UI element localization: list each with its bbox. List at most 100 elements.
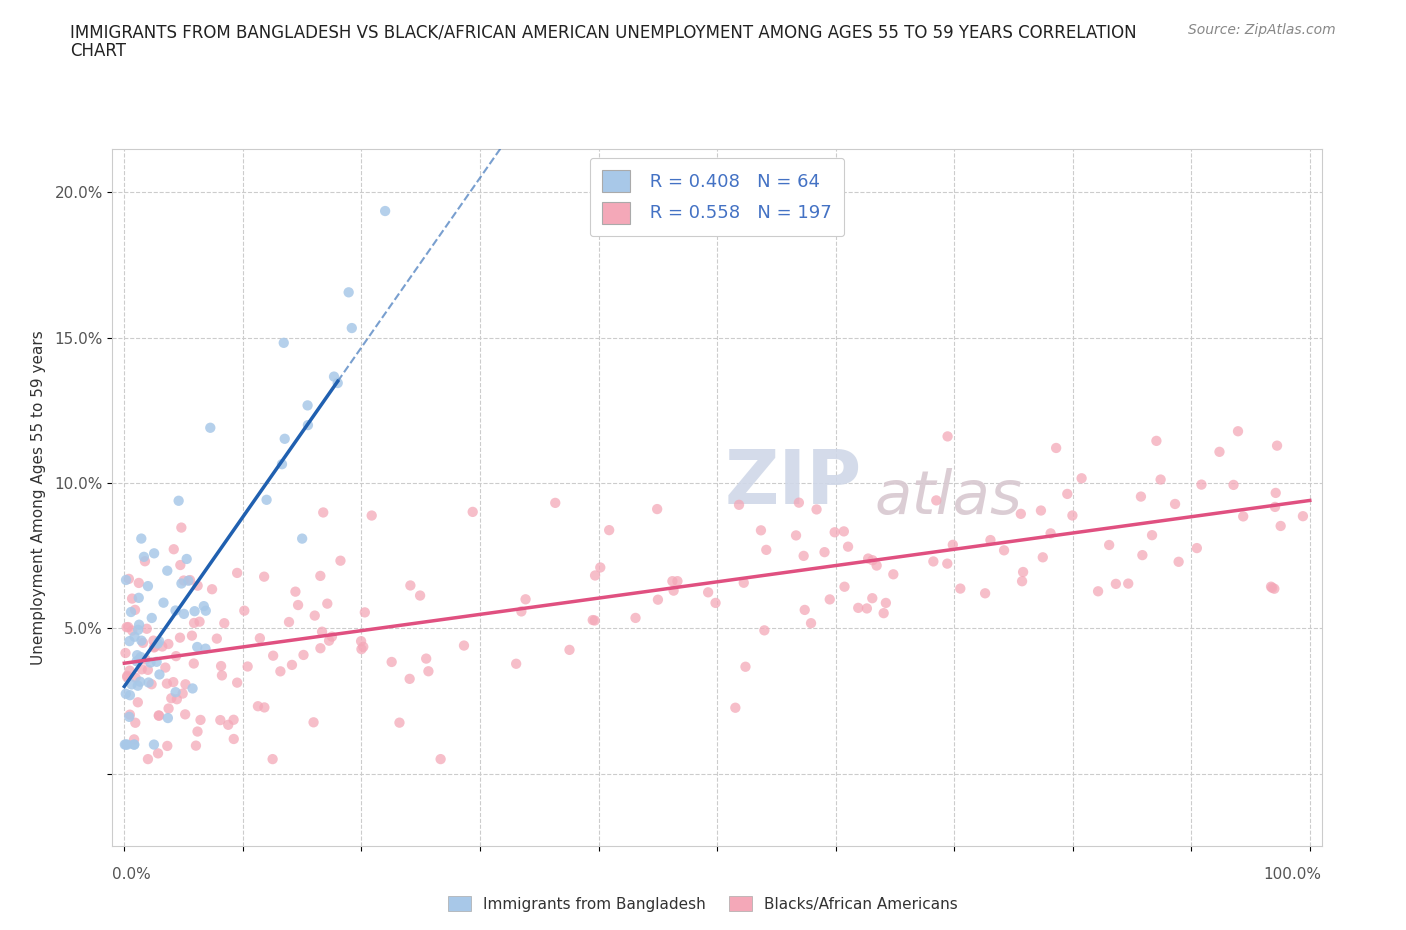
Point [866,558,889,573]
Point [246,698,269,713]
Point [148,633,170,648]
Point [156,711,179,725]
Point [256,492,278,507]
Point [1011,574,1033,589]
Point [127,622,149,637]
Point [200,420,222,435]
Point [127,678,149,693]
Point [143,546,166,561]
Point [165,684,187,699]
Point [136,662,159,677]
Point [785,528,807,543]
Point [647,592,669,607]
Point [135,621,157,636]
Y-axis label: Unemployment Among Ages 55 to 59 years: Unemployment Among Ages 55 to 59 years [31,330,46,665]
Point [132,550,155,565]
Point [226,675,249,690]
Point [131,662,153,677]
Point [194,604,217,618]
Point [115,737,138,752]
Point [143,639,166,654]
Point [173,606,195,621]
Point [156,564,179,578]
Point [205,631,228,646]
Point [793,603,815,618]
Point [875,595,897,610]
Point [818,592,841,607]
Point [860,591,883,605]
Point [1032,550,1054,565]
Point [589,560,612,575]
Point [166,692,188,707]
Point [142,737,165,752]
Point [128,652,150,667]
Point [148,709,170,724]
Point [118,663,141,678]
Point [505,657,527,671]
Point [209,712,232,727]
Point [167,493,190,508]
Point [813,545,835,560]
Point [1056,486,1078,501]
Point [1105,577,1128,591]
Point [544,496,567,511]
Point [122,737,145,752]
Point [697,585,720,600]
Point [754,623,776,638]
Point [118,710,141,724]
Point [141,610,163,625]
Point [882,567,904,582]
Point [148,667,170,682]
Point [1149,472,1171,487]
Point [1265,438,1288,453]
Point [128,591,150,605]
Point [1039,526,1062,541]
Point [139,655,162,670]
Point [1260,579,1282,594]
Point [724,700,747,715]
Point [179,573,201,588]
Point [734,659,756,674]
Point [177,573,200,588]
Point [129,674,152,689]
Point [121,677,143,692]
Point [661,574,683,589]
Point [253,700,276,715]
Text: ZIP: ZIP [725,447,862,520]
Point [186,724,208,739]
Point [645,501,668,516]
Point [117,669,139,684]
Point [128,576,150,591]
Point [222,732,245,747]
Point [515,591,537,606]
Point [1232,509,1254,524]
Point [993,543,1015,558]
Point [146,636,169,651]
Point [1098,538,1121,552]
Point [662,583,685,598]
Point [181,681,204,696]
Point [141,677,163,692]
Point [1010,507,1032,522]
Point [350,633,373,648]
Point [1070,471,1092,485]
Point [1263,581,1285,596]
Point [114,686,136,701]
Point [583,568,606,583]
Point [118,633,141,648]
Point [733,576,755,591]
Point [124,715,146,730]
Text: IMMIGRANTS FROM BANGLADESH VS BLACK/AFRICAN AMERICAN UNEMPLOYMENT AMONG AGES 55 : IMMIGRANTS FROM BANGLADESH VS BLACK/AFRI… [70,23,1137,41]
Point [214,616,236,631]
Point [114,645,136,660]
Point [278,615,301,630]
Point [117,619,139,634]
Point [128,618,150,632]
Point [1185,540,1208,555]
Point [1130,548,1153,563]
Point [806,502,828,517]
Point [183,656,205,671]
Point [145,655,167,670]
Point [170,520,193,535]
Point [304,608,326,623]
